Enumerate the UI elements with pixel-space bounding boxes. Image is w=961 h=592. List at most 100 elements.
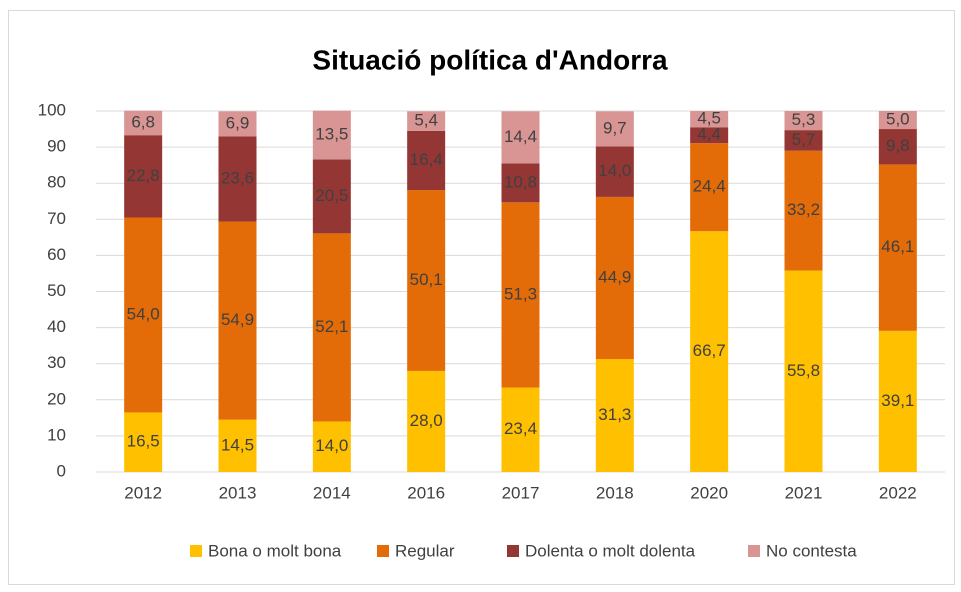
y-tick-label: 10	[47, 425, 66, 444]
y-tick-label: 80	[47, 173, 66, 192]
bar-segment	[690, 231, 729, 472]
data-label: 23,4	[504, 419, 537, 438]
data-label: 55,8	[787, 361, 820, 380]
data-label: 13,5	[315, 124, 348, 143]
y-tick-label: 30	[47, 353, 66, 372]
bar-segment	[784, 130, 823, 151]
bar-segment	[878, 111, 917, 130]
data-label: 54,0	[127, 304, 160, 323]
data-label: 46,1	[881, 237, 914, 256]
bar-segment	[312, 233, 351, 422]
bar-segment	[218, 221, 257, 420]
data-label: 20,5	[315, 186, 348, 205]
y-tick-label: 70	[47, 209, 66, 228]
bar-segment	[784, 270, 823, 472]
data-label: 6,9	[226, 113, 250, 132]
legend-swatch	[507, 545, 519, 557]
bar-segment	[690, 111, 729, 128]
bar-segment	[784, 150, 823, 271]
bar-segment	[407, 111, 446, 131]
x-tick-label: 2021	[785, 483, 823, 502]
legend-swatch	[377, 545, 389, 557]
x-tick-label: 2018	[596, 483, 634, 502]
y-tick-label: 60	[47, 245, 66, 264]
bar-segment	[595, 359, 634, 472]
data-label: 44,9	[598, 267, 631, 286]
data-label: 16,4	[410, 150, 443, 169]
bar-segment	[124, 412, 163, 472]
legend-swatch	[748, 545, 760, 557]
legend-swatch	[190, 545, 202, 557]
data-label: 5,4	[414, 111, 438, 130]
y-tick-label: 0	[57, 461, 66, 480]
legend-label: Dolenta o molt dolenta	[525, 541, 696, 560]
data-label: 9,8	[886, 136, 910, 155]
bar-segment	[407, 130, 446, 191]
data-label: 14,4	[504, 127, 537, 146]
bar-segment	[501, 111, 540, 164]
bar-segment	[312, 159, 351, 234]
bar-segment	[312, 421, 351, 472]
bar-segment	[218, 136, 257, 222]
x-tick-label: 2014	[313, 483, 351, 502]
y-tick-label: 20	[47, 389, 66, 408]
bar-segment	[501, 202, 540, 388]
data-label: 23,6	[221, 168, 254, 187]
bar-segment	[690, 127, 729, 144]
x-tick-label: 2017	[502, 483, 540, 502]
bar-segment	[312, 110, 351, 160]
y-tick-label: 90	[47, 137, 66, 156]
bar-segment	[595, 111, 634, 147]
data-label: 10,8	[504, 172, 537, 191]
x-tick-label: 2022	[879, 483, 917, 502]
legend-label: Bona o molt bona	[208, 541, 342, 560]
data-label: 4,4	[697, 125, 721, 144]
data-label: 5,3	[792, 110, 816, 129]
data-label: 5,7	[792, 130, 816, 149]
data-label: 16,5	[127, 432, 160, 451]
data-label: 31,3	[598, 405, 631, 424]
data-label: 5,0	[886, 110, 910, 129]
x-tick-label: 2020	[690, 483, 728, 502]
bar-segment	[878, 330, 917, 472]
bar-segment	[407, 190, 446, 371]
data-label: 28,0	[410, 411, 443, 430]
x-tick-label: 2016	[407, 483, 445, 502]
data-label: 22,8	[127, 166, 160, 185]
data-label: 9,7	[603, 118, 627, 137]
data-label: 50,1	[410, 270, 443, 289]
bar-segment	[124, 135, 163, 218]
x-tick-label: 2013	[219, 483, 257, 502]
data-label: 66,7	[693, 341, 726, 360]
data-label: 14,0	[315, 436, 348, 455]
bar-segment	[501, 163, 540, 203]
bar-segment	[784, 111, 823, 131]
data-label: 4,5	[697, 109, 721, 128]
bar-segment	[595, 196, 634, 360]
y-tick-label: 100	[38, 100, 66, 119]
legend-label: Regular	[395, 541, 455, 560]
data-label: 6,8	[131, 112, 155, 131]
bar-segment	[124, 110, 163, 136]
y-tick-label: 40	[47, 317, 66, 336]
bar-segment	[595, 146, 634, 197]
bar-segment	[878, 164, 917, 331]
bar-segment	[878, 129, 917, 165]
data-label: 14,5	[221, 435, 254, 454]
bar-segment	[218, 111, 257, 137]
bar-segment	[501, 387, 540, 472]
data-label: 14,0	[598, 161, 631, 180]
chart-title: Situació política d'Andorra	[312, 44, 668, 75]
data-label: 33,2	[787, 200, 820, 219]
bar-segment	[124, 217, 163, 413]
legend-label: No contesta	[766, 541, 857, 560]
data-label: 52,1	[315, 317, 348, 336]
bar-segment	[407, 370, 446, 472]
bar-segment	[218, 419, 257, 472]
y-tick-label: 50	[47, 281, 66, 300]
data-label: 39,1	[881, 391, 914, 410]
data-label: 24,4	[693, 177, 726, 196]
bar-segment	[690, 143, 729, 232]
x-tick-label: 2012	[124, 483, 162, 502]
